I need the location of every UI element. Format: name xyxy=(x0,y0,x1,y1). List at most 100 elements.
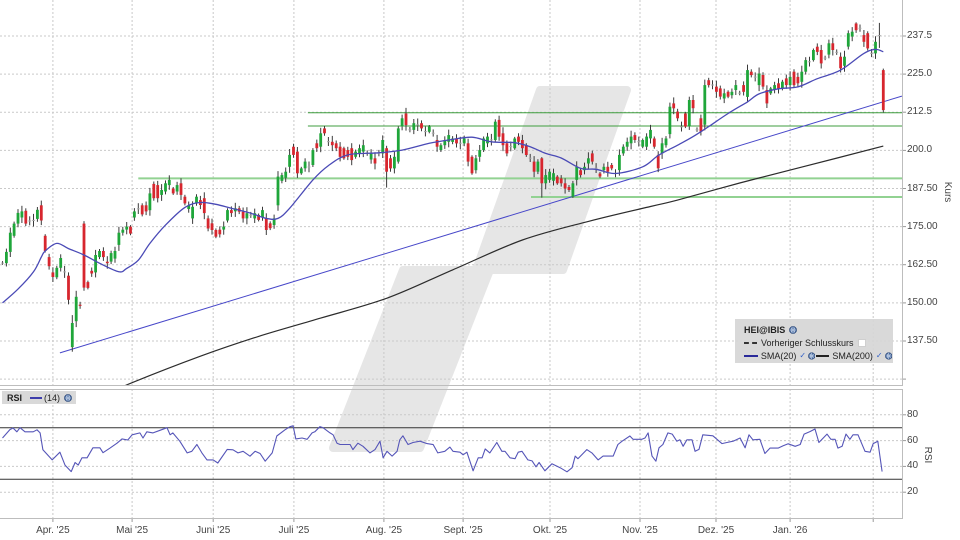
candlestick xyxy=(470,155,474,175)
candle-body xyxy=(575,166,579,180)
sma20-line xyxy=(2,48,884,304)
candle-body xyxy=(156,185,160,199)
candle-body xyxy=(470,156,474,174)
candlestick xyxy=(707,77,711,88)
prev-close-checkbox[interactable] xyxy=(857,338,866,347)
candlestick xyxy=(175,181,179,195)
sma200-checkmark-icon[interactable]: ✓ xyxy=(875,351,883,360)
candle-body xyxy=(765,90,769,104)
candle-body xyxy=(206,218,210,229)
candle-body xyxy=(164,183,167,192)
candle-body xyxy=(815,46,819,52)
candlestick xyxy=(443,136,447,149)
candle-body xyxy=(571,183,575,197)
candle-body xyxy=(447,135,451,142)
candle-body xyxy=(563,183,567,189)
price-tick-label: 200.0 xyxy=(907,144,933,156)
candle-body xyxy=(734,85,738,90)
candlestick xyxy=(536,159,540,175)
candle-body xyxy=(660,143,664,154)
candle-body xyxy=(858,27,862,29)
candle-body xyxy=(210,223,214,230)
candle-body xyxy=(373,158,377,164)
globe-icon[interactable] xyxy=(884,351,892,360)
candle-body xyxy=(509,146,513,148)
candle-body xyxy=(835,51,839,53)
candle-body xyxy=(839,56,842,69)
candlestick xyxy=(765,85,769,108)
candlestick xyxy=(722,88,726,104)
candlestick xyxy=(749,69,753,78)
candlestick xyxy=(486,132,489,148)
candle-body xyxy=(594,167,598,169)
candle-body xyxy=(827,43,831,55)
candle-body xyxy=(171,188,175,194)
candlestick xyxy=(183,194,187,206)
candle-body xyxy=(462,138,466,144)
candlestick xyxy=(540,157,544,198)
candlestick xyxy=(264,213,268,235)
sma20-series xyxy=(2,48,884,304)
candle-body xyxy=(307,166,311,168)
candle-body xyxy=(753,76,757,78)
candlestick xyxy=(218,226,222,238)
candle-body xyxy=(606,166,610,172)
sma20-checkmark-icon[interactable]: ✓ xyxy=(799,351,807,360)
candle-body xyxy=(98,251,101,258)
candlestick xyxy=(396,126,400,164)
candle-body xyxy=(330,141,334,146)
candle-body xyxy=(726,91,730,97)
candle-body xyxy=(424,131,427,133)
candle-body xyxy=(241,211,245,219)
candle-body xyxy=(24,210,28,224)
candlestick xyxy=(548,168,551,183)
candlestick xyxy=(804,57,808,75)
candlestick xyxy=(641,138,645,149)
candlestick xyxy=(625,137,629,151)
globe-icon[interactable] xyxy=(808,351,816,360)
candlestick xyxy=(606,161,610,177)
candlestick xyxy=(109,250,113,265)
candle-body xyxy=(439,145,443,151)
candle-body xyxy=(55,267,59,278)
candle-body xyxy=(257,215,260,220)
candle-body xyxy=(672,103,676,109)
candle-body xyxy=(179,183,183,195)
candle-body xyxy=(544,175,548,184)
candle-body xyxy=(8,232,12,252)
candlestick xyxy=(497,115,501,141)
candle-body xyxy=(866,33,870,49)
candle-body xyxy=(684,113,687,127)
price-axis-title: Kurs xyxy=(942,181,953,203)
globe-icon[interactable] xyxy=(789,325,798,334)
globe-icon[interactable] xyxy=(64,393,72,402)
candle-body xyxy=(420,123,423,129)
candle-body xyxy=(610,165,614,169)
candle-body xyxy=(214,230,218,237)
candlestick xyxy=(113,246,117,263)
candlestick xyxy=(458,136,462,150)
candle-body xyxy=(272,218,276,226)
candlestick xyxy=(555,175,559,185)
candlestick xyxy=(652,136,656,149)
candlestick xyxy=(878,22,881,48)
candle-body xyxy=(1,262,4,264)
grid-layer xyxy=(0,0,906,522)
candle-body xyxy=(792,71,796,86)
candle-body xyxy=(777,83,780,89)
rsi-period-label: (14) xyxy=(44,392,61,403)
candle-body xyxy=(299,168,303,174)
rsi-panel-frame xyxy=(0,389,903,519)
candle-body xyxy=(676,111,679,119)
candle-body xyxy=(67,275,70,300)
candle-body xyxy=(435,140,439,147)
candle-body xyxy=(707,80,711,86)
candle-body xyxy=(427,126,431,132)
candlestick xyxy=(490,133,493,146)
candlestick xyxy=(284,167,288,182)
candlestick xyxy=(711,80,714,90)
candle-body xyxy=(618,154,621,171)
candlestick xyxy=(773,81,776,94)
candle-body xyxy=(633,135,637,140)
